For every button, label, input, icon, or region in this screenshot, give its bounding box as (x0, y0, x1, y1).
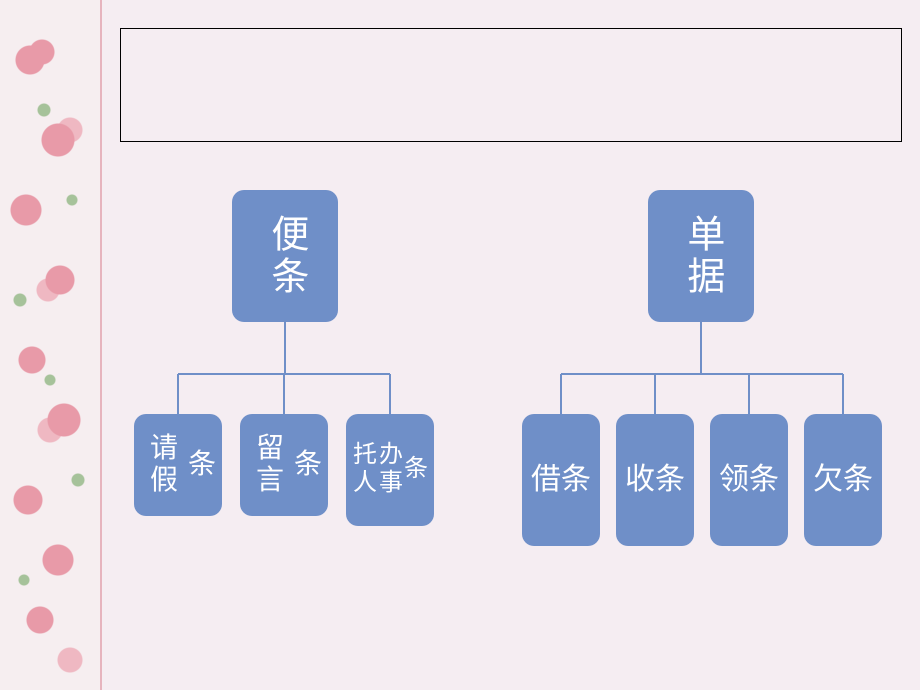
right-child-0: 借条 (522, 414, 600, 546)
left-child-0: 请假条 (134, 414, 222, 516)
floral-sidebar (0, 0, 102, 690)
right-child-1: 收条 (616, 414, 694, 546)
right-root-node: 单据 (648, 190, 754, 322)
left-child-1: 留言条 (240, 414, 328, 516)
title-box (120, 28, 902, 142)
right-child-3: 欠条 (804, 414, 882, 546)
left-root-node: 便条 (232, 190, 338, 322)
left-root-label: 便条 (263, 214, 307, 298)
right-root-label: 单据 (679, 214, 723, 298)
right-child-2: 领条 (710, 414, 788, 546)
left-child-2: 托人办事条 (346, 414, 434, 526)
